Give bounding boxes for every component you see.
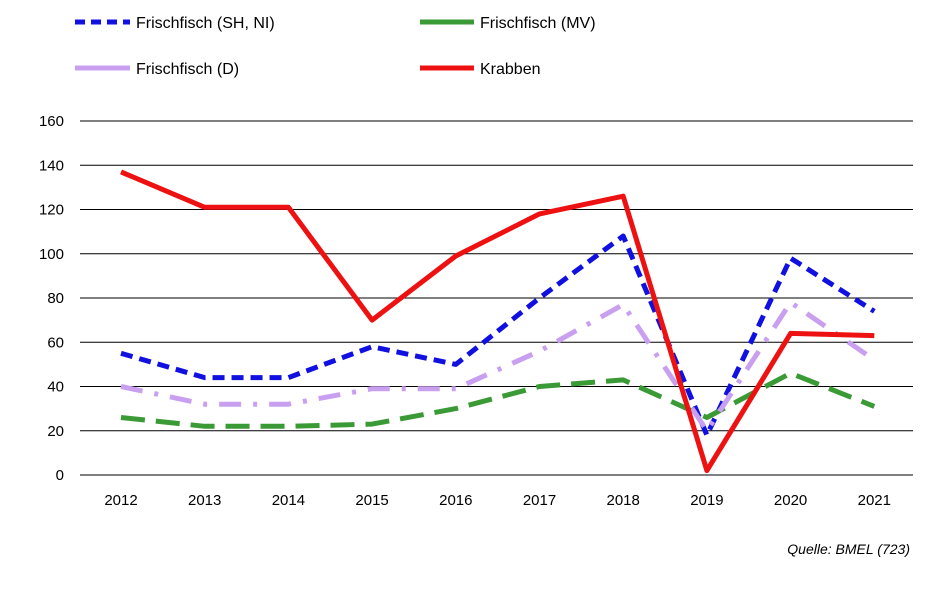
y-tick-label: 120: [39, 202, 64, 219]
x-tick-label: 2017: [523, 492, 556, 509]
y-tick-label: 100: [39, 246, 64, 263]
gridlines: [80, 120, 913, 476]
series-line-4: [120, 169, 875, 474]
legend-item: Frischfisch (SH, NI): [75, 15, 275, 32]
y-tick-label: 60: [47, 334, 64, 351]
series-line-3: [120, 299, 876, 434]
x-tick-label: 2014: [272, 492, 305, 509]
legend-item: Frischfisch (D): [75, 61, 239, 78]
x-tick-label: 2021: [858, 492, 891, 509]
y-tick-label: 0: [56, 467, 64, 484]
legend-label: Frischfisch (MV): [480, 15, 596, 32]
x-axis-ticks: 2012 2013 2014 2015 2016 2017 2018 2019 2020 2021: [104, 492, 891, 509]
legend-item: Krabben: [420, 61, 541, 78]
legend-item: Frischfisch (MV): [420, 15, 596, 32]
series-line-1: [120, 233, 876, 438]
y-axis-ticks: 0 20 40 60 80 100 120 140 160: [39, 113, 64, 484]
legend-label: Frischfisch (SH, NI): [136, 15, 275, 32]
x-tick-label: 2012: [104, 492, 137, 509]
legend-label: Frischfisch (D): [136, 61, 239, 78]
y-tick-label: 20: [47, 423, 64, 440]
x-tick-label: 2013: [188, 492, 221, 509]
x-tick-label: 2019: [690, 492, 723, 509]
series-line-2: [120, 370, 876, 429]
x-tick-label: 2020: [774, 492, 807, 509]
source-note: Quelle: BMEL (723): [787, 541, 910, 557]
y-tick-label: 80: [47, 290, 64, 307]
x-tick-label: 2016: [439, 492, 472, 509]
legend: Frischfisch (SH, NI) Frischfisch (MV) Fris…: [75, 15, 596, 78]
y-tick-label: 140: [39, 157, 64, 174]
x-tick-label: 2015: [355, 492, 388, 509]
x-tick-label: 2018: [607, 492, 640, 509]
legend-label: Krabben: [480, 61, 541, 78]
series-lines: [120, 169, 876, 474]
y-tick-label: 40: [47, 379, 64, 396]
y-tick-label: 160: [39, 113, 64, 130]
